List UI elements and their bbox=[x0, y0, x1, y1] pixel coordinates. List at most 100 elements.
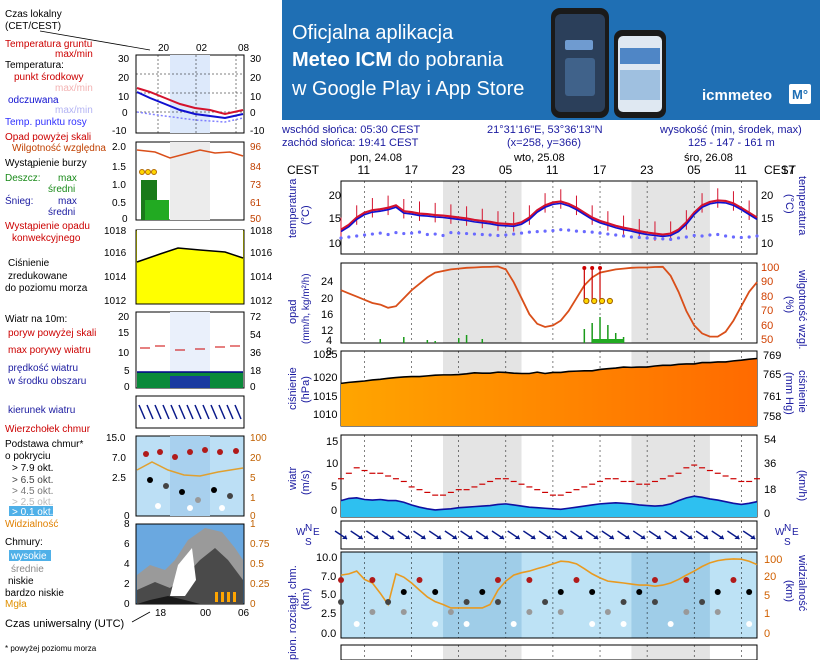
svg-text:Wierzchołek chmur: Wierzchołek chmur bbox=[5, 424, 91, 435]
svg-text:Widzialność: Widzialność bbox=[5, 519, 58, 530]
svg-text:20: 20 bbox=[118, 312, 130, 323]
svg-text:niskie: niskie bbox=[8, 576, 34, 587]
svg-text:temperatura: temperatura bbox=[796, 176, 808, 236]
svg-text:wysokie: wysokie bbox=[10, 551, 47, 562]
dewpoint-dot bbox=[472, 232, 477, 236]
dewpoint-dot bbox=[621, 234, 626, 238]
svg-text:Czas uniwersalny (UTC): Czas uniwersalny (UTC) bbox=[5, 618, 124, 630]
cloud-base-dot bbox=[526, 609, 533, 615]
svg-text:Temp. punktu rosy: Temp. punktu rosy bbox=[5, 117, 87, 128]
svg-text:18: 18 bbox=[250, 366, 262, 377]
dewpoint-dot bbox=[724, 234, 728, 238]
svg-text:10.0: 10.0 bbox=[316, 552, 337, 564]
dewpoint-dot bbox=[535, 230, 539, 234]
legend-wind-arrow bbox=[194, 404, 202, 420]
convective-marker bbox=[598, 297, 606, 305]
wind-arrow-head bbox=[404, 535, 410, 539]
cloud-base-dot bbox=[338, 599, 344, 605]
svg-text:20: 20 bbox=[118, 73, 130, 84]
wind-arrow-head bbox=[608, 535, 614, 539]
dewpoint-dot bbox=[653, 236, 657, 241]
svg-text:769: 769 bbox=[763, 350, 781, 362]
svg-text:(km): (km) bbox=[783, 580, 795, 602]
svg-text:Temperatura:: Temperatura: bbox=[5, 60, 64, 71]
dewpoint-dot bbox=[386, 232, 390, 237]
svg-text:prędkość wiatru: prędkość wiatru bbox=[8, 363, 78, 374]
svg-text:2: 2 bbox=[124, 579, 130, 590]
svg-text:zredukowane: zredukowane bbox=[8, 271, 68, 282]
dewpoint-dot bbox=[519, 231, 524, 235]
temp-label: temperatura bbox=[287, 178, 299, 238]
coords-text: 21°31'16"E, 53°36'13"N bbox=[487, 124, 603, 136]
cloud-base-dot bbox=[526, 577, 533, 583]
cloud-base-dot bbox=[651, 599, 658, 605]
night-band bbox=[631, 181, 710, 254]
svg-text:Podstawa chmur*: Podstawa chmur* bbox=[5, 439, 83, 450]
cloud-base-dot bbox=[479, 589, 486, 595]
svg-text:18: 18 bbox=[155, 608, 167, 619]
cloud-base-dot bbox=[400, 609, 407, 615]
wind-arrow-head bbox=[593, 535, 599, 539]
svg-text:Wystąpienie opadu: Wystąpienie opadu bbox=[5, 221, 90, 232]
legend-cloud-dots bbox=[143, 447, 239, 511]
hour-label: 17 bbox=[405, 163, 419, 177]
legend-cloud-dot bbox=[155, 503, 161, 509]
dewpoint-dot bbox=[637, 235, 641, 240]
banner-line-3: w Google Play i App Store bbox=[291, 78, 524, 100]
svg-text:opad: opad bbox=[287, 300, 299, 324]
convective-marker bbox=[591, 297, 598, 305]
legend-wind-arrow bbox=[210, 404, 218, 420]
dewpoint-dot bbox=[747, 235, 751, 239]
wind-arrow-head bbox=[687, 535, 693, 539]
svg-text:0: 0 bbox=[331, 505, 337, 517]
elevation-title: wysokość (min, środek, max) bbox=[659, 124, 802, 136]
svg-text:10: 10 bbox=[118, 348, 130, 359]
tz-left: CEST bbox=[287, 163, 320, 177]
cloud-base-dot bbox=[338, 577, 344, 583]
svg-text:0.5: 0.5 bbox=[112, 198, 126, 209]
svg-text:2.0: 2.0 bbox=[112, 142, 126, 153]
svg-text:(km): (km) bbox=[300, 588, 312, 610]
dewpoint-dot bbox=[370, 232, 374, 236]
legend-cloud-dot bbox=[202, 447, 208, 453]
legend-cloud-dot bbox=[179, 489, 185, 495]
svg-text:50: 50 bbox=[761, 334, 773, 346]
hour-label: 05 bbox=[687, 163, 701, 177]
legend-wind-arrow bbox=[218, 404, 226, 420]
svg-text:1.0: 1.0 bbox=[112, 180, 126, 191]
app-promo-banner[interactable]: Oficjalna aplikacja Meteo ICM do pobrani… bbox=[282, 0, 820, 120]
svg-text:(mm Hg): (mm Hg) bbox=[783, 372, 795, 415]
dewpoint-dot bbox=[441, 233, 445, 238]
svg-text:30: 30 bbox=[118, 54, 130, 65]
wind-speed-area bbox=[341, 496, 757, 517]
svg-text:0: 0 bbox=[250, 511, 256, 522]
dewpoint-dot bbox=[433, 232, 437, 236]
dewpoint-dot bbox=[457, 231, 461, 235]
banner-line-1: Oficjalna aplikacja bbox=[292, 22, 454, 44]
wind-arrow-head bbox=[530, 535, 536, 539]
cloud-base-dot bbox=[714, 589, 721, 595]
axis-ticks: 20 15 10 20 15 10 24 20 16 12 8 4 100 90… bbox=[313, 190, 782, 640]
svg-text:7.0: 7.0 bbox=[112, 453, 126, 464]
cloud-base-dot bbox=[463, 599, 470, 605]
legend-wind-arrow bbox=[138, 404, 146, 420]
night-band bbox=[443, 435, 522, 517]
wind-arrow-head bbox=[671, 535, 677, 539]
legend-top-tick: 08 bbox=[238, 43, 250, 54]
svg-text:* powyżej poziomu morza: * powyżej poziomu morza bbox=[5, 644, 97, 653]
svg-text:S: S bbox=[784, 537, 791, 548]
night-band bbox=[631, 645, 710, 660]
svg-text:0.25: 0.25 bbox=[250, 579, 270, 590]
svg-text:5.0: 5.0 bbox=[321, 589, 336, 601]
cloud-base-dot bbox=[432, 621, 439, 627]
wind-arrow-head bbox=[734, 535, 740, 539]
svg-text:90: 90 bbox=[761, 276, 773, 288]
dewpoint-dot bbox=[480, 232, 484, 237]
dewpoint-dot bbox=[410, 231, 414, 235]
wind-arrow-head bbox=[546, 535, 552, 539]
wind-arrow-head bbox=[498, 535, 504, 539]
svg-text:Ciśnienie: Ciśnienie bbox=[8, 258, 50, 269]
svg-text:(°C): (°C) bbox=[783, 194, 795, 214]
